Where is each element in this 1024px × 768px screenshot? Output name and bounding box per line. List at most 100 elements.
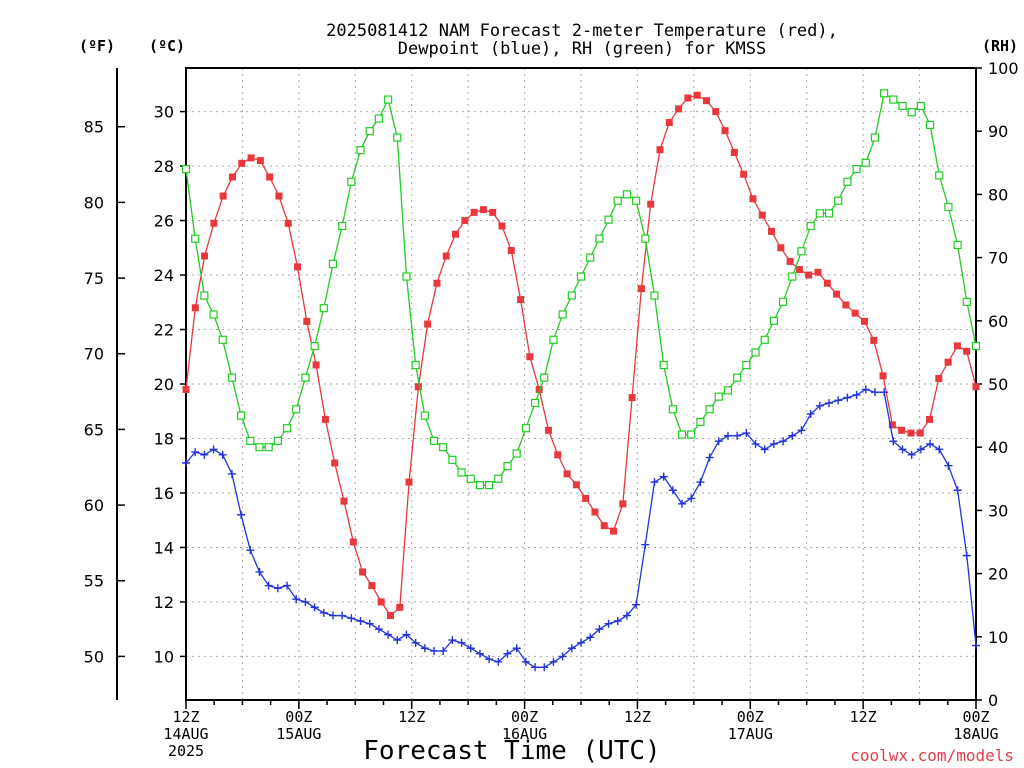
dewpoint-point bbox=[209, 445, 218, 454]
dewpoint-point bbox=[595, 625, 604, 634]
rh-point bbox=[246, 436, 255, 445]
rh-point bbox=[264, 443, 273, 452]
temperature-point bbox=[312, 361, 320, 369]
tick-label-celsius: 10 bbox=[154, 647, 174, 666]
rh-point bbox=[880, 89, 889, 98]
temperature-point bbox=[935, 375, 943, 383]
dewpoint-point bbox=[264, 581, 273, 590]
rh-point bbox=[916, 101, 925, 111]
dewpoint-point bbox=[448, 636, 457, 645]
temperature-point bbox=[359, 568, 367, 576]
rh-point bbox=[806, 221, 815, 231]
rh-point bbox=[475, 481, 485, 490]
tick-label-celsius: 14 bbox=[154, 538, 174, 557]
dewpoint-point bbox=[668, 486, 677, 495]
rh-point bbox=[953, 240, 962, 250]
rh-point bbox=[889, 95, 898, 104]
dewpoint-point bbox=[338, 611, 347, 620]
tick-label-fahrenheit: 55 bbox=[84, 572, 104, 591]
tick-label-rh: 80 bbox=[988, 185, 1008, 204]
dewpoint-point bbox=[420, 644, 429, 653]
rh-point bbox=[494, 474, 503, 483]
temperature-point bbox=[405, 478, 413, 486]
rh-point bbox=[622, 190, 632, 199]
chart-title-line2: Dewpoint (blue), RH (green) for KMSS bbox=[398, 39, 766, 59]
unit-label-celsius: (ºC) bbox=[149, 37, 185, 55]
dewpoint-point bbox=[521, 657, 530, 666]
rh-point bbox=[576, 272, 586, 281]
rh-point bbox=[843, 177, 852, 186]
temperature-point bbox=[572, 481, 580, 489]
temperature-point bbox=[953, 342, 961, 350]
dewpoint-point bbox=[870, 388, 879, 397]
temperature-point bbox=[656, 146, 664, 154]
tick-label-x: 17AUG bbox=[728, 725, 773, 743]
plot-frame bbox=[185, 67, 977, 701]
dewpoint-point bbox=[328, 611, 337, 620]
temperature-point bbox=[907, 429, 915, 437]
rh-point bbox=[503, 462, 512, 471]
tick-label-fahrenheit: 75 bbox=[84, 269, 104, 288]
dewpoint-point bbox=[815, 401, 824, 410]
temperature-point bbox=[526, 353, 534, 361]
rh-point bbox=[328, 259, 338, 269]
tick-label-rh: 0 bbox=[988, 691, 998, 710]
dewpoint-point bbox=[457, 638, 466, 647]
dewpoint-point bbox=[365, 619, 374, 628]
tick-label-rh: 100 bbox=[988, 59, 1019, 78]
tick-label-rh: 20 bbox=[988, 565, 1008, 584]
tick-label-celsius: 26 bbox=[154, 212, 174, 231]
dewpoint-point bbox=[972, 641, 980, 650]
rh-point bbox=[944, 202, 953, 212]
dewpoint-point bbox=[549, 657, 558, 666]
temperature-point bbox=[498, 222, 506, 230]
rh-point bbox=[181, 165, 191, 174]
tick-label-fahrenheit: 80 bbox=[84, 193, 104, 212]
dewpoint-point bbox=[769, 439, 778, 448]
temperature-point bbox=[191, 304, 199, 312]
rh-point bbox=[383, 95, 393, 104]
dewpoint-point bbox=[962, 551, 971, 560]
rh-point bbox=[971, 341, 981, 351]
temperature-point bbox=[860, 317, 868, 325]
rh-point bbox=[218, 335, 227, 344]
temperature-point bbox=[684, 94, 692, 102]
temperature-point bbox=[637, 285, 645, 293]
rh-point bbox=[898, 101, 907, 111]
dewpoint-point bbox=[319, 608, 328, 617]
rh-point bbox=[365, 127, 374, 136]
rh-point bbox=[521, 424, 530, 433]
rh-point bbox=[705, 405, 714, 414]
tick-label-celsius: 22 bbox=[154, 321, 174, 340]
dewpoint-point bbox=[889, 437, 898, 446]
dewpoint-point bbox=[751, 439, 760, 448]
rh-point bbox=[852, 165, 861, 174]
tick-label-fahrenheit: 85 bbox=[84, 118, 104, 137]
dewpoint-point bbox=[439, 646, 448, 655]
dewpoint-point bbox=[503, 649, 512, 658]
tick-label-rh: 40 bbox=[988, 438, 1008, 457]
dewpoint-point bbox=[485, 655, 494, 664]
rh-point bbox=[935, 171, 944, 180]
dewpoint-point bbox=[696, 478, 705, 487]
temperature-point bbox=[591, 508, 599, 516]
dewpoint-point bbox=[310, 603, 319, 612]
dewpoint-point bbox=[283, 581, 292, 590]
rh-point bbox=[393, 133, 402, 142]
temperature-point bbox=[303, 317, 311, 325]
rh-point bbox=[448, 455, 457, 464]
temperature-point bbox=[275, 192, 283, 200]
dewpoint-point bbox=[613, 617, 622, 625]
rh-point bbox=[907, 108, 916, 117]
rh-point bbox=[962, 297, 971, 306]
rh-point bbox=[347, 177, 356, 186]
rh-point bbox=[558, 310, 567, 319]
grid-lines bbox=[186, 68, 976, 700]
temperature-point bbox=[266, 173, 274, 181]
tick-label-celsius: 30 bbox=[154, 103, 174, 122]
dewpoint-point bbox=[861, 385, 870, 394]
rh-point bbox=[485, 481, 494, 490]
tick-label-rh: 90 bbox=[988, 122, 1008, 141]
temperature-point bbox=[879, 372, 887, 380]
